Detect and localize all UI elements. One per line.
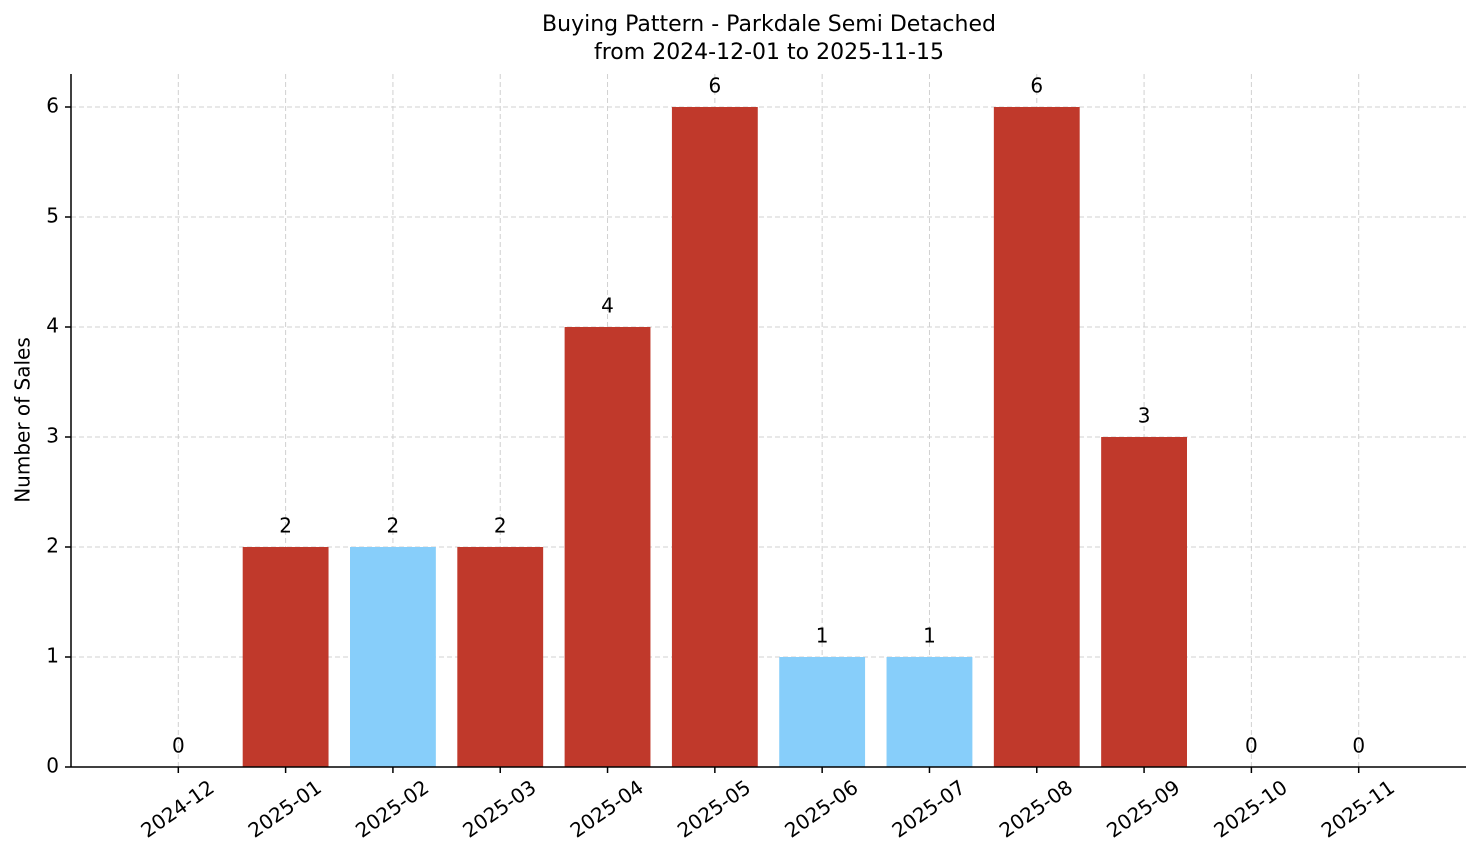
data-label: 4 [601,294,614,318]
data-label: 6 [1030,74,1043,98]
data-label: 2 [494,514,507,538]
chart-title: Buying Pattern - Parkdale Semi Detached [542,12,996,37]
data-label: 1 [816,624,829,648]
y-tick-label: 1 [46,644,59,668]
bar [350,547,436,767]
bar [457,547,544,767]
chart-subtitle: from 2024-12-01 to 2025-11-15 [594,40,944,65]
data-label: 0 [1352,734,1365,758]
data-label: 0 [1245,734,1258,758]
bar [671,107,758,767]
y-tick-label: 2 [46,534,59,558]
y-tick-label: 5 [46,204,59,228]
bar [242,547,329,767]
y-tick-label: 0 [46,754,59,778]
data-label: 2 [387,514,400,538]
y-tick-label: 6 [46,94,59,118]
data-label: 0 [172,734,185,758]
y-axis-label: Number of Sales [11,337,35,503]
data-label: 3 [1138,404,1151,428]
data-label: 6 [708,74,721,98]
y-tick-label: 4 [46,314,59,338]
bar [564,327,651,767]
bar [779,657,866,767]
bar [993,107,1080,767]
y-tick-label: 3 [46,424,59,448]
data-label: 1 [923,624,936,648]
bar [886,657,973,767]
data-label: 2 [279,514,292,538]
bar [1101,437,1187,767]
